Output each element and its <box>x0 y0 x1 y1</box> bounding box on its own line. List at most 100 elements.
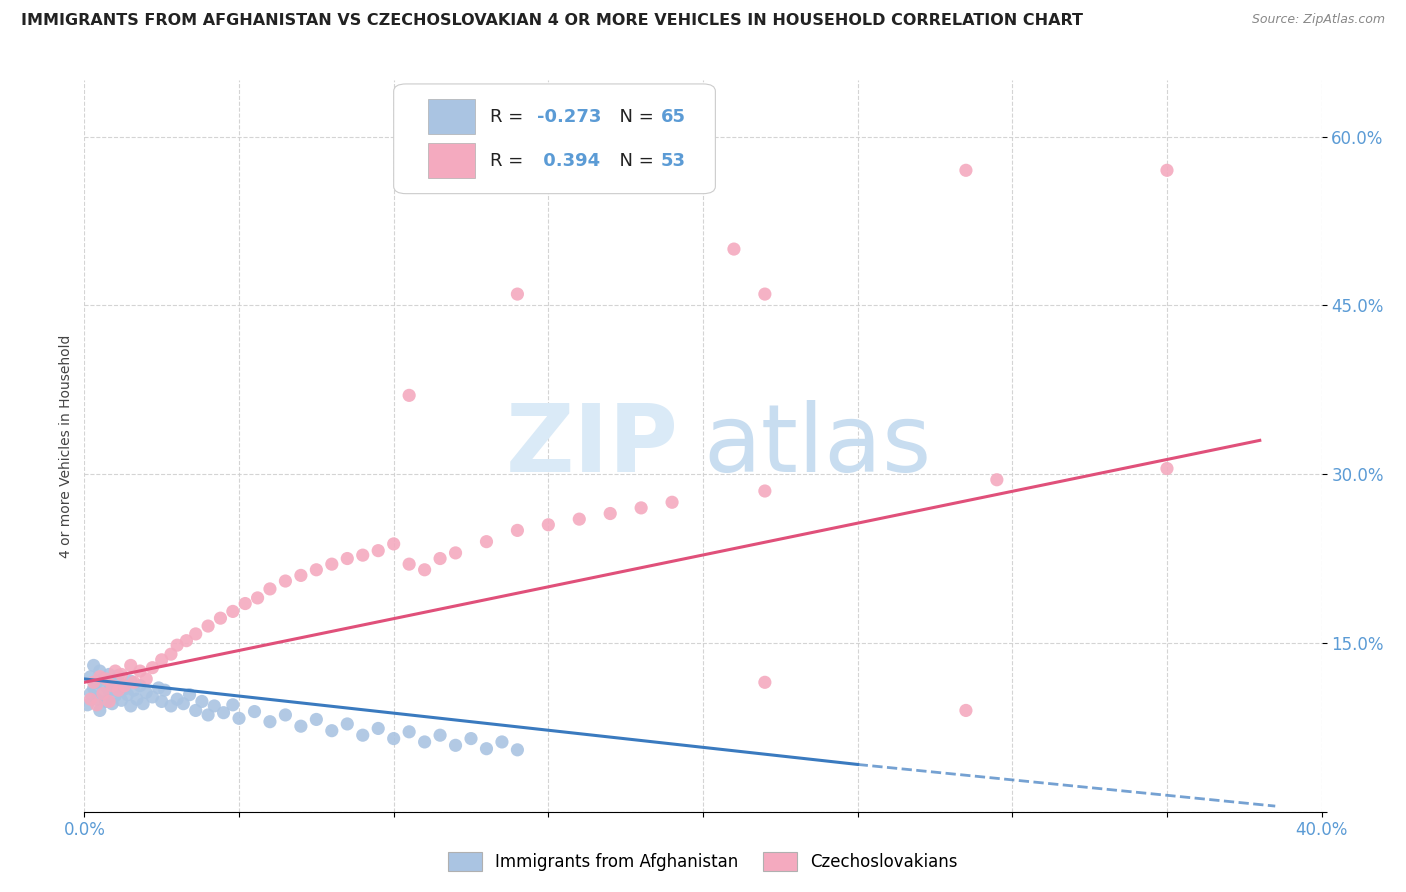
Point <box>197 619 219 633</box>
Point <box>228 711 250 725</box>
Point <box>114 681 136 696</box>
Point <box>382 731 405 746</box>
Point <box>243 705 266 719</box>
Point <box>166 692 188 706</box>
Point <box>460 731 482 746</box>
Point <box>135 685 157 699</box>
Point <box>98 667 121 681</box>
Point <box>955 163 977 178</box>
Point <box>141 690 163 704</box>
Point <box>599 507 621 521</box>
Point <box>506 287 529 301</box>
Point <box>352 548 374 562</box>
Point <box>86 675 108 690</box>
Point <box>120 674 142 689</box>
Point <box>1156 163 1178 178</box>
Point <box>444 546 467 560</box>
Point <box>150 653 173 667</box>
Point <box>336 551 359 566</box>
Point <box>132 697 155 711</box>
Text: ZIP: ZIP <box>505 400 678 492</box>
Point <box>336 717 359 731</box>
Point <box>107 684 129 698</box>
Point <box>184 703 207 717</box>
Point <box>754 675 776 690</box>
Point <box>94 694 117 708</box>
Point <box>83 658 105 673</box>
Point <box>79 670 101 684</box>
Point <box>176 633 198 648</box>
Point <box>110 693 132 707</box>
Point <box>209 611 232 625</box>
Point <box>98 683 121 698</box>
Point <box>91 687 114 701</box>
Point <box>429 728 451 742</box>
Point <box>89 703 111 717</box>
Point <box>367 722 389 736</box>
Point <box>259 582 281 596</box>
Point <box>955 703 977 717</box>
Point <box>129 664 152 678</box>
Text: IMMIGRANTS FROM AFGHANISTAN VS CZECHOSLOVAKIAN 4 OR MORE VEHICLES IN HOUSEHOLD C: IMMIGRANTS FROM AFGHANISTAN VS CZECHOSLO… <box>21 13 1083 29</box>
Point <box>305 713 328 727</box>
Point <box>723 242 745 256</box>
Point <box>274 574 297 588</box>
Point <box>184 627 207 641</box>
Point <box>120 658 142 673</box>
Point <box>506 743 529 757</box>
Point <box>135 672 157 686</box>
Point <box>120 698 142 713</box>
Point <box>107 668 129 682</box>
Point <box>197 708 219 723</box>
Point <box>110 677 132 691</box>
Point <box>101 676 124 690</box>
FancyBboxPatch shape <box>429 144 475 178</box>
FancyBboxPatch shape <box>429 99 475 135</box>
Point <box>76 698 98 712</box>
Point <box>986 473 1008 487</box>
Text: 0.394: 0.394 <box>537 152 600 169</box>
Point <box>274 708 297 723</box>
Text: N =: N = <box>607 152 659 169</box>
Point <box>290 568 312 582</box>
Point <box>537 517 560 532</box>
Point <box>398 724 420 739</box>
Point <box>91 687 114 701</box>
Point <box>1156 461 1178 475</box>
Point <box>117 688 139 702</box>
Point <box>413 563 436 577</box>
Point <box>222 604 245 618</box>
Point <box>754 287 776 301</box>
Point <box>125 692 148 706</box>
Point <box>101 697 124 711</box>
Point <box>429 551 451 566</box>
Text: -0.273: -0.273 <box>537 108 602 126</box>
Point <box>148 681 170 695</box>
Point <box>89 670 111 684</box>
Point <box>101 679 124 693</box>
Point <box>141 661 163 675</box>
Point <box>94 679 117 693</box>
Point <box>259 714 281 729</box>
Point <box>160 647 183 661</box>
Point <box>413 735 436 749</box>
Point <box>172 697 194 711</box>
Point <box>107 683 129 698</box>
Point <box>506 524 529 538</box>
Point <box>246 591 269 605</box>
Point <box>104 664 127 678</box>
Point <box>79 687 101 701</box>
Point <box>129 679 152 693</box>
Point <box>568 512 591 526</box>
Point <box>491 735 513 749</box>
Point <box>89 664 111 678</box>
Point <box>754 483 776 498</box>
Text: R =: R = <box>491 152 529 169</box>
Point <box>160 698 183 713</box>
Point <box>212 706 235 720</box>
Point <box>352 728 374 742</box>
Point <box>367 543 389 558</box>
Point <box>179 688 201 702</box>
Point <box>153 683 176 698</box>
Point <box>191 694 214 708</box>
